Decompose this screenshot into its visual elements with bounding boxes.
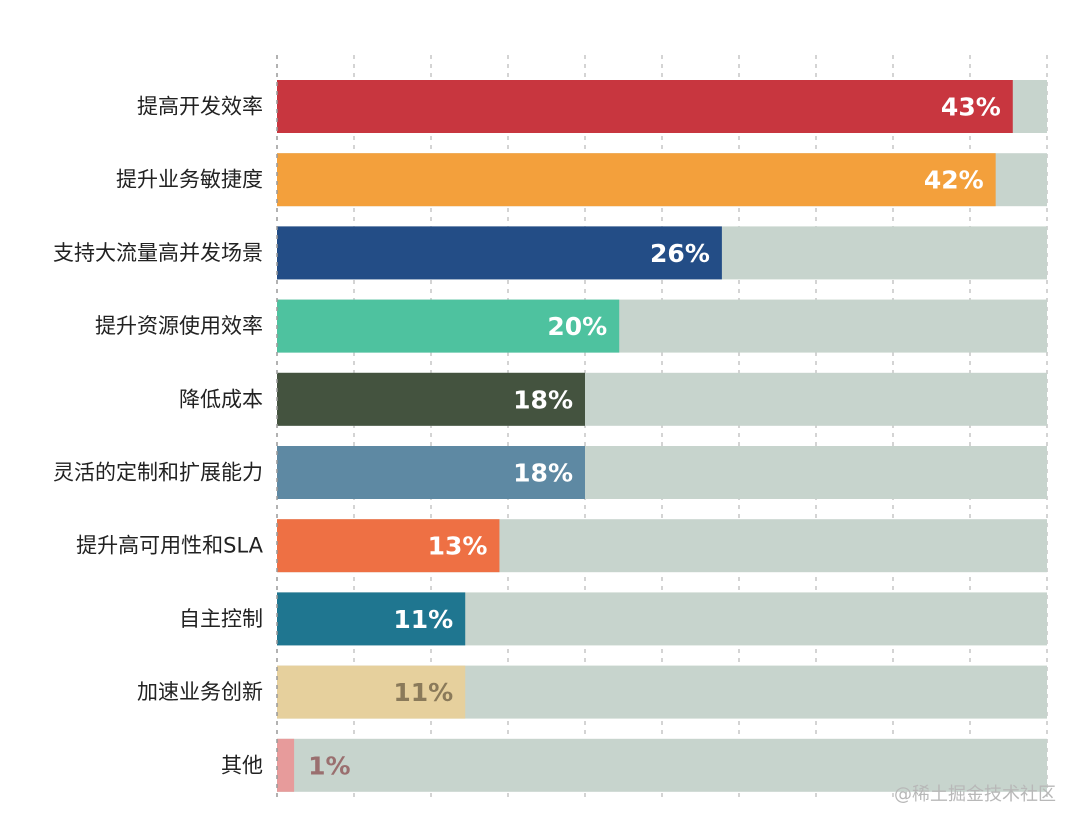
category-label: 提升业务敏捷度: [116, 168, 263, 192]
bar: [277, 372, 585, 426]
gridlines: [353, 55, 1048, 800]
category-label: 提升资源使用效率: [95, 314, 263, 338]
watermark-text: @稀土掘金技术社区: [894, 784, 1056, 805]
category-labels: 提高开发效率提升业务敏捷度支持大流量高并发场景提升资源使用效率降低成本灵活的定制…: [53, 95, 264, 778]
category-label: 加速业务创新: [137, 680, 263, 704]
category-label: 其他: [221, 753, 263, 777]
bar: [277, 519, 500, 573]
value-label: 11%: [393, 605, 453, 634]
bar-track: [277, 738, 1047, 792]
category-label: 提升高可用性和SLA: [76, 534, 264, 558]
category-label: 灵活的定制和扩展能力: [53, 461, 263, 485]
category-label: 支持大流量高并发场景: [53, 241, 263, 265]
bar: [277, 299, 620, 353]
bar: [277, 80, 1013, 133]
bar: [277, 446, 585, 499]
value-label: 20%: [547, 312, 607, 341]
value-label: 43%: [941, 93, 1001, 122]
category-label: 自主控制: [179, 607, 263, 631]
bars: [277, 80, 1013, 792]
value-label: 18%: [513, 385, 573, 414]
bar: [277, 592, 466, 646]
value-label: 11%: [393, 678, 453, 707]
value-label: 1%: [308, 751, 350, 780]
value-label: 13%: [428, 532, 488, 561]
bar: [277, 738, 295, 792]
value-label: 26%: [650, 239, 710, 268]
category-label: 降低成本: [179, 387, 263, 411]
category-label: 提高开发效率: [137, 95, 263, 119]
value-label: 18%: [513, 459, 573, 488]
value-labels: 43% 42% 26% 20% 18% 18% 13% 11% 11% 1%: [308, 93, 1001, 781]
bar: [277, 153, 996, 207]
bar: [277, 665, 466, 719]
value-label: 42%: [924, 166, 984, 195]
bar: [277, 226, 722, 280]
